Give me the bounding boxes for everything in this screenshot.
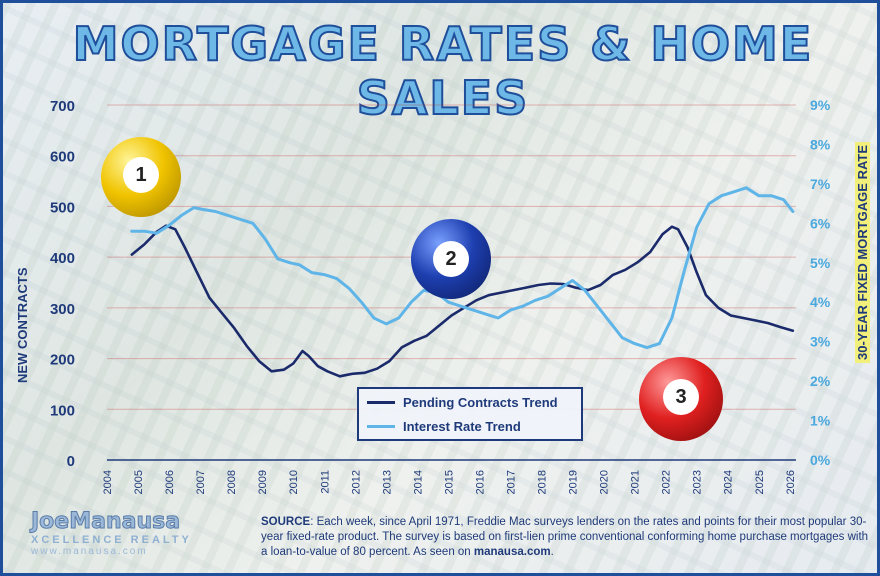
legend-swatch-rate <box>367 425 395 428</box>
billiard-ball-3: 3 <box>639 357 723 441</box>
x-tick-2015: 2015 <box>443 470 455 494</box>
legend-swatch-pending <box>367 401 395 404</box>
series-line-interest-rate <box>130 186 795 350</box>
y-tick-right-3: 3% <box>810 334 831 350</box>
ball-number-2: 2 <box>433 241 469 277</box>
y-tick-right-1: 1% <box>810 413 831 429</box>
y-tick-left-100: 100 <box>50 402 75 419</box>
source-label: SOURCE <box>261 516 311 528</box>
y-axis-label-right: 30-YEAR FIXED MORTGAGE RATE <box>855 141 870 363</box>
source-text: : Each week, since April 1971, Freddie M… <box>261 516 869 558</box>
x-tick-2018: 2018 <box>537 470 549 494</box>
x-tick-2007: 2007 <box>195 470 207 494</box>
x-tick-2024: 2024 <box>723 470 735 494</box>
y-axis-label-left: NEW CONTRACTS <box>15 267 30 383</box>
x-tick-2022: 2022 <box>661 470 673 494</box>
legend-label-pending: Pending Contracts Trend <box>403 395 558 410</box>
x-tick-2006: 2006 <box>164 470 176 494</box>
x-tick-2023: 2023 <box>692 470 704 494</box>
x-tick-2011: 2011 <box>319 470 331 494</box>
series-line-pending-contracts <box>130 224 795 378</box>
y-tick-right-6: 6% <box>810 215 831 231</box>
legend-item-pending: Pending Contracts Trend <box>367 395 558 410</box>
x-tick-2009: 2009 <box>257 470 269 494</box>
x-tick-2012: 2012 <box>350 470 362 494</box>
y-tick-left-600: 600 <box>50 149 75 166</box>
x-tick-2016: 2016 <box>474 470 486 494</box>
logo-name: JoeManausa <box>31 509 181 535</box>
y-tick-left-400: 400 <box>50 250 75 267</box>
y-tick-left-0: 0 <box>67 453 75 470</box>
x-tick-2014: 2014 <box>412 470 424 494</box>
x-tick-2013: 2013 <box>381 470 393 494</box>
y-tick-right-4: 4% <box>810 294 831 310</box>
x-tick-2010: 2010 <box>288 470 300 494</box>
source-link[interactable]: manausa.com <box>473 546 551 558</box>
y-tick-left-300: 300 <box>50 301 75 318</box>
logo-subtitle: XCELLENCE REALTY <box>31 534 192 546</box>
y-tick-right-2: 2% <box>810 373 831 389</box>
x-tick-2021: 2021 <box>630 470 642 494</box>
company-logo: JoeManausa XCELLENCE REALTY www.manausa.… <box>31 509 211 558</box>
page-title: MORTGAGE RATES & HOME SALES <box>72 16 814 126</box>
y-tick-right-8: 8% <box>810 136 831 152</box>
legend: Pending Contracts Trend Interest Rate Tr… <box>357 387 583 441</box>
x-tick-2004: 2004 <box>102 470 114 494</box>
ball-number-3: 3 <box>663 379 699 415</box>
logo-url: www.manausa.com <box>31 546 148 557</box>
y-tick-left-500: 500 <box>50 199 75 216</box>
y-tick-left-200: 200 <box>50 352 75 369</box>
legend-item-rate: Interest Rate Trend <box>367 419 521 434</box>
legend-label-rate: Interest Rate Trend <box>403 419 521 434</box>
y-tick-right-9: 9% <box>810 97 831 113</box>
x-tick-2008: 2008 <box>226 470 238 494</box>
y-tick-right-7: 7% <box>810 176 831 192</box>
x-tick-2020: 2020 <box>599 470 611 494</box>
billiard-ball-2: 2 <box>411 219 491 299</box>
source-end: . <box>550 546 554 558</box>
x-tick-2026: 2026 <box>785 470 797 494</box>
billiard-ball-1: 1 <box>101 137 181 217</box>
x-tick-2019: 2019 <box>568 470 580 494</box>
x-tick-2025: 2025 <box>754 470 766 494</box>
source-note: SOURCE: Each week, since April 1971, Fre… <box>261 515 871 560</box>
ball-number-1: 1 <box>123 157 159 193</box>
y-tick-left-700: 700 <box>50 98 75 115</box>
y-tick-right-0: 0% <box>810 452 831 468</box>
y-tick-right-5: 5% <box>810 255 831 271</box>
x-tick-2005: 2005 <box>133 470 145 494</box>
x-tick-2017: 2017 <box>505 470 517 494</box>
